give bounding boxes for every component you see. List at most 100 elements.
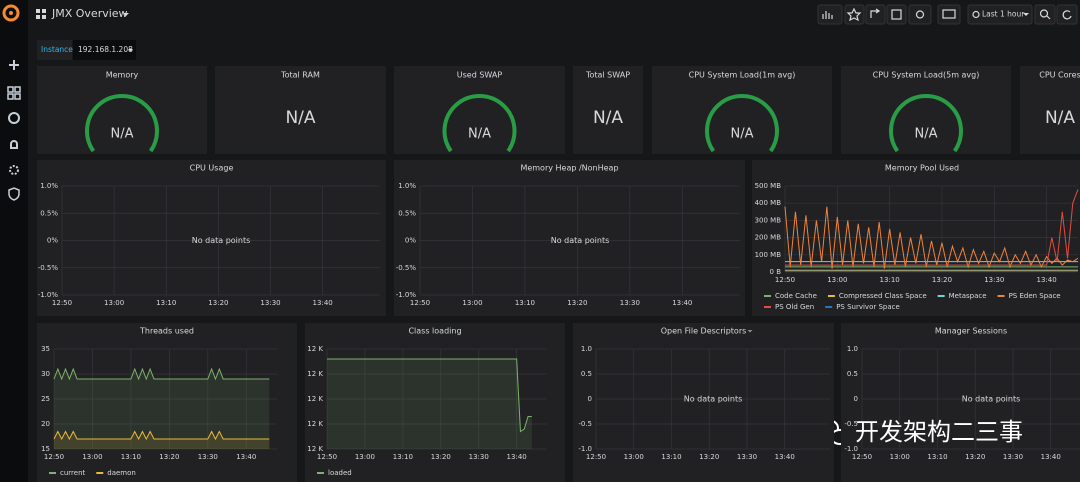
series-area [54,431,270,449]
y-tick-label: -1.0% [396,291,417,299]
y-tick-label: 300 MB [755,216,782,224]
y-tick-label: -0.5% [38,264,59,272]
settings-button[interactable] [908,4,932,25]
x-tick-label: 13:10 [156,299,176,307]
x-tick-label: 13:00 [827,276,847,284]
add-panel-button[interactable] [817,4,843,25]
config-icon[interactable] [9,165,19,175]
variable-value[interactable]: 192.168.1.208 [78,45,133,54]
admin-icon[interactable] [8,187,20,201]
x-tick-label: 12:50 [586,453,606,461]
stat-panel [37,66,207,154]
x-tick-label: 13:30 [984,276,1004,284]
dashboards-icon[interactable] [7,86,21,100]
stat-title: CPU System Load(1m avg) [689,71,796,80]
x-tick-label: 13:40 [775,453,795,461]
legend-label: PS Eden Space [1009,292,1061,300]
x-tick-label: 13:10 [515,299,535,307]
zoom-button[interactable] [1034,4,1056,25]
x-tick-label: 13:40 [236,453,256,461]
y-tick-label: 1.0% [398,182,416,190]
y-tick-label: 35 [41,345,50,353]
y-tick-label: 12 K [307,395,323,403]
x-tick-label: 13:20 [932,276,952,284]
panel-title: Manager Sessions [935,327,1007,336]
panel-title: Class loading [408,327,461,336]
y-tick-label: 20 [41,420,50,428]
x-tick-label: 12:50 [775,276,795,284]
x-tick-label: 13:30 [469,453,489,461]
x-tick-label: 13:10 [927,453,947,461]
x-tick-label: 13:20 [431,453,451,461]
legend-label: Code Cache [775,292,817,300]
y-tick-label: 0.5% [398,209,416,217]
toolbar-icons [822,7,1072,22]
stat-title: CPU System Load(5m avg) [873,71,980,80]
alert-icon[interactable] [10,140,18,149]
y-tick-label: 100 MB [755,251,782,259]
graph-panel [841,323,1080,482]
panel-title: Memory Heap /NonHeap [520,164,618,173]
x-tick-label: 12:50 [44,453,64,461]
time-range-label[interactable]: Last 1 hour [982,10,1025,19]
x-tick-label: 13:30 [620,299,640,307]
graph-panel [305,323,565,482]
y-tick-label: -1.0 [578,445,592,453]
stat-value: N/A [1045,108,1075,128]
stat-value: N/A [285,108,315,128]
x-tick-label: 13:30 [198,453,218,461]
refresh-button[interactable] [1056,4,1078,25]
star-button[interactable] [844,4,865,25]
y-tick-label: 0.5 [847,370,858,378]
panel-menu-caret [747,330,753,333]
y-tick-label: 25 [41,395,50,403]
caret [128,49,133,52]
series-line [784,206,1079,269]
series-area [54,369,270,449]
grafana-logo[interactable] [2,4,20,22]
x-tick-label: 13:00 [104,299,124,307]
explore-icon[interactable] [8,112,20,124]
legend-label: current [60,469,86,477]
legend-label: Compressed Class Space [839,292,927,300]
panel-title: Threads used [139,327,194,336]
series-line [53,367,270,381]
dashboard-title[interactable]: JMX Overview [51,7,128,20]
legend-label: PS Old Gen [775,303,814,311]
x-tick-label: 13:20 [567,299,587,307]
y-tick-label: 12 K [307,445,323,453]
variable-dropdown[interactable] [73,40,136,60]
y-tick-label: 12 K [307,345,323,353]
y-tick-label: 500 MB [755,182,782,190]
y-tick-label: 12 K [307,370,323,378]
share-button[interactable] [865,4,886,25]
stat-panel [1020,66,1080,154]
save-button[interactable] [886,4,907,25]
stat-panel [573,66,643,154]
x-tick-label: 13:10 [393,453,413,461]
no-data-message: No data points [684,395,743,404]
stat-value: N/A [111,127,134,142]
time-picker[interactable] [967,4,1033,25]
x-tick-label: 13:10 [880,276,900,284]
y-tick-label: -0.5 [578,420,592,428]
variable-label: Instance [41,45,73,54]
watermark: 开发架构二三事 [855,418,1023,446]
y-tick-label: 1.0 [847,345,858,353]
create-icon[interactable] [9,60,19,70]
x-tick-label: 13:00 [890,453,910,461]
no-data-message: No data points [551,236,610,245]
y-tick-label: 0 B [770,268,782,276]
y-tick-label: 400 MB [755,199,782,207]
dashboard-picker[interactable]: JMX Overview [36,7,129,20]
stat-title: Total SWAP [585,71,630,80]
x-tick-label: 13:20 [965,453,985,461]
x-tick-label: 13:00 [624,453,644,461]
y-tick-label: 0.5 [581,370,592,378]
stat-value: N/A [731,127,754,142]
tv-mode-button[interactable] [937,4,961,25]
x-tick-label: 13:20 [208,299,228,307]
x-tick-label: 13:20 [159,453,179,461]
no-data-message: No data points [962,395,1021,404]
